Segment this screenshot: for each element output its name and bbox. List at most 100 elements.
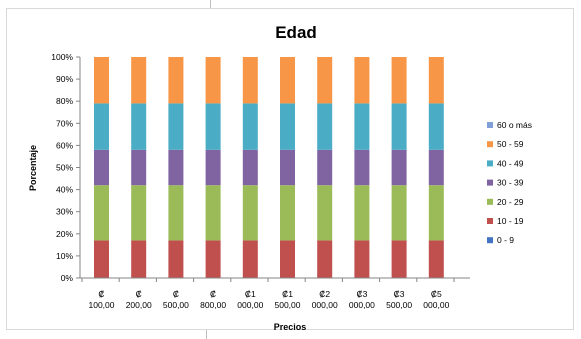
y-axis-label: Porcentaje	[28, 145, 38, 191]
x-tick-label: ₡1	[282, 289, 293, 299]
x-tick-label: ₡	[210, 289, 216, 299]
x-tick-label: 100,00	[89, 300, 115, 310]
x-axis-ticks: ₡100,00₡200,00₡500,00₡800,00₡1000,00₡150…	[81, 278, 455, 310]
x-tick-label: 000,00	[349, 300, 375, 310]
legend-swatch	[487, 122, 493, 128]
bar-segment	[280, 149, 295, 186]
legend-swatch	[487, 218, 493, 224]
bar-segment	[317, 149, 333, 186]
bar-segment	[205, 149, 221, 186]
bar-segment	[131, 57, 147, 104]
legend-swatch	[487, 179, 493, 186]
bar-segment	[205, 240, 221, 278]
legend-swatch	[487, 160, 493, 167]
bar-segment	[391, 103, 407, 150]
bar-segment	[94, 57, 109, 104]
chart-title: Edad	[275, 23, 317, 42]
separator-tick-top	[210, 0, 211, 8]
y-tick-label: 60%	[56, 140, 73, 150]
x-tick-label: ₡2	[319, 289, 330, 299]
y-tick-label: 30%	[56, 207, 73, 217]
bar-segment	[242, 57, 258, 104]
bar-segment	[391, 185, 407, 241]
bar-segment	[131, 240, 147, 278]
bar-segment	[168, 57, 184, 104]
x-tick-label: 500,00	[163, 300, 189, 310]
bar-segment	[168, 103, 184, 150]
bar-segment	[317, 185, 333, 241]
bar-segment	[354, 57, 370, 104]
bar-segment	[168, 149, 184, 186]
bar-segment	[131, 103, 147, 150]
legend-label: 40 - 49	[497, 158, 524, 168]
y-tick-label: 70%	[56, 118, 73, 128]
bar-segment	[391, 149, 407, 186]
bar-segment	[280, 185, 295, 241]
bar-segment	[428, 149, 444, 186]
y-tick-label: 100%	[51, 52, 73, 62]
bar-segment	[131, 185, 147, 241]
y-tick-label: 50%	[56, 163, 73, 173]
x-tick-label: ₡	[136, 289, 142, 299]
x-tick-label: ₡	[98, 289, 104, 299]
y-tick-label: 40%	[56, 185, 73, 195]
bar-segment	[94, 185, 109, 241]
bar-segment	[168, 240, 184, 278]
x-tick-label: ₡5	[431, 289, 442, 299]
bar-segment	[428, 57, 444, 104]
bar-segment	[280, 57, 295, 104]
bar-segment	[94, 103, 109, 150]
x-tick-label: 500,00	[275, 300, 301, 310]
legend-swatch	[487, 198, 493, 205]
bar-segment	[354, 185, 370, 241]
x-tick-label: 000,00	[312, 300, 338, 310]
legend-swatch	[487, 141, 493, 148]
bar-segment	[205, 185, 221, 241]
bar-segment	[317, 57, 333, 104]
bar-segment	[428, 103, 444, 150]
bar-segment	[354, 149, 370, 186]
bar-segment	[242, 240, 258, 278]
bar-segment	[168, 185, 184, 241]
bar-segment	[242, 103, 258, 150]
bar-segment	[354, 240, 370, 278]
y-tick-label: 10%	[56, 251, 73, 261]
y-tick-label: 90%	[56, 74, 73, 84]
x-tick-label: ₡3	[394, 289, 405, 299]
bar-segment	[242, 185, 258, 241]
legend-label: 20 - 29	[497, 197, 524, 207]
bar-segment	[94, 149, 109, 186]
x-axis-label: Precios	[274, 322, 307, 332]
bar-segment	[354, 103, 370, 150]
x-tick-label: 200,00	[126, 300, 152, 310]
bar-segment	[280, 240, 295, 278]
x-tick-label: ₡1	[245, 289, 256, 299]
bar-segment	[205, 103, 221, 150]
bar-segment	[317, 103, 333, 150]
legend: 60 o más 50 - 59 40 - 49 30 - 39 20 - 29 10 -…	[487, 120, 532, 245]
legend-swatch	[487, 237, 493, 244]
axes	[79, 57, 470, 279]
y-tick-label: 0%	[61, 273, 74, 283]
separator-tick-bottom	[206, 330, 207, 339]
legend-label: 10 - 19	[497, 216, 524, 226]
bar-segment	[242, 149, 258, 186]
bar-segment	[131, 149, 147, 186]
bar-segment	[428, 240, 444, 278]
bar-segment	[280, 103, 295, 150]
x-tick-label: 000,00	[237, 300, 263, 310]
bar-segment	[391, 57, 407, 104]
bars-group	[94, 57, 444, 278]
legend-label: 50 - 59	[497, 139, 524, 149]
x-tick-label: ₡	[173, 289, 179, 299]
legend-label: 0 - 9	[497, 235, 514, 245]
bar-segment	[205, 57, 221, 104]
x-tick-label: 500,00	[386, 300, 412, 310]
bar-segment	[317, 240, 333, 278]
y-tick-label: 80%	[56, 96, 73, 106]
bar-segment	[428, 185, 444, 241]
x-tick-label: 800,00	[200, 300, 226, 310]
y-tick-label: 20%	[56, 229, 73, 239]
y-axis-ticks: 0% 10% 20% 30% 40% 50% 60% 70% 80% 90% 100%	[51, 52, 80, 283]
